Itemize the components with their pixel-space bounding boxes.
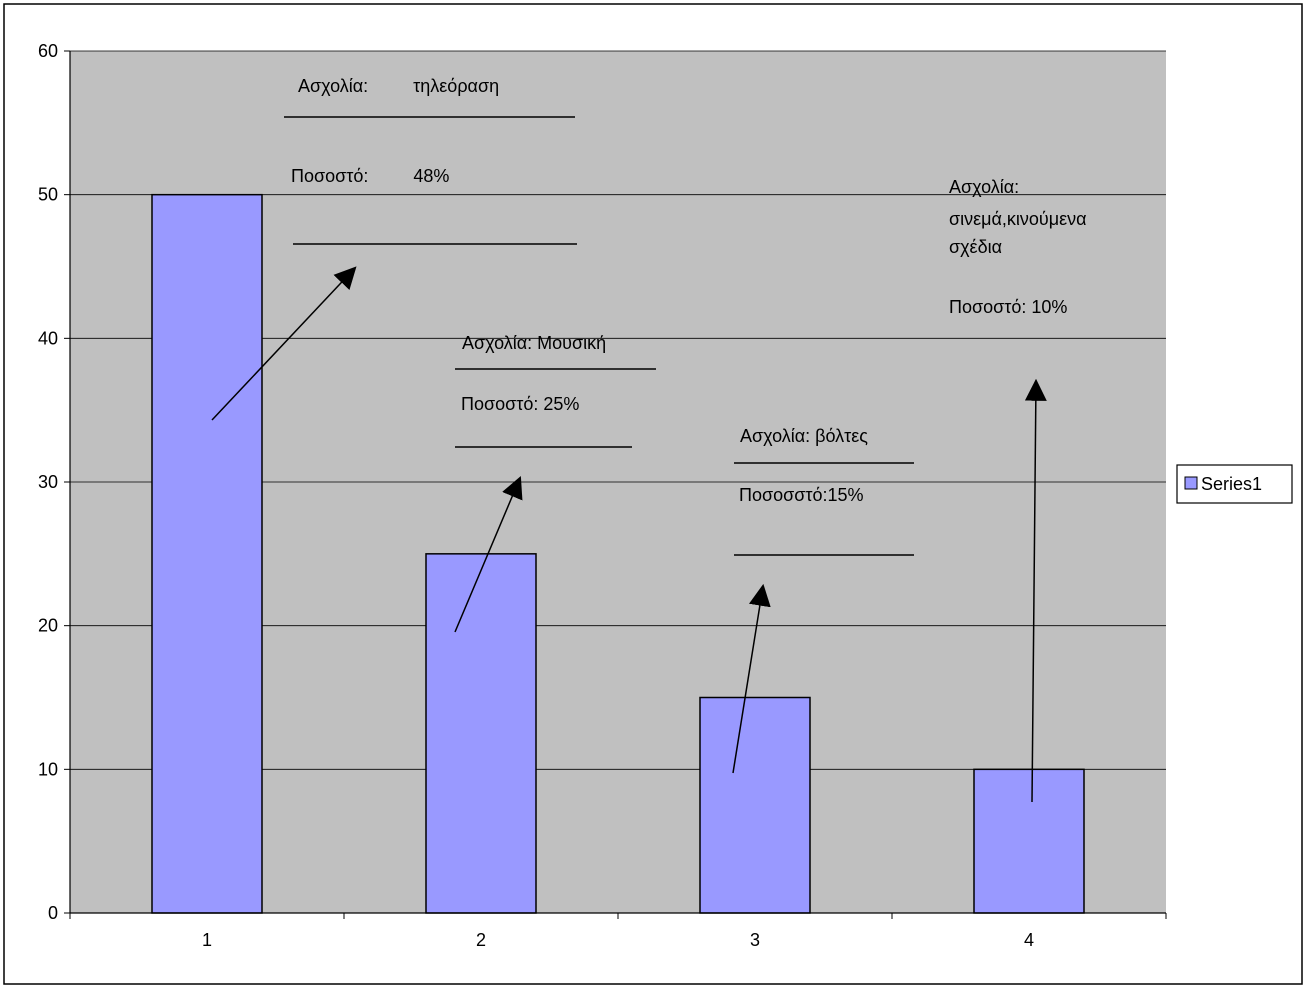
bar xyxy=(699,696,811,914)
annotation-music: Ασχολία: Μουσική Ποσοστό: 25% xyxy=(454,333,656,633)
annotation-text: Ποσοστό: 48% xyxy=(291,166,449,186)
bar xyxy=(151,193,263,914)
y-tick-label: 20 xyxy=(38,616,58,636)
legend: Series1 xyxy=(1176,464,1293,504)
annotation-text: Ποσοστό: 25% xyxy=(461,394,579,414)
annotation-arrow xyxy=(454,475,523,633)
annotation-darts: Ασχολία: βόλτες Ποσοσστό:15% xyxy=(732,426,914,774)
bar xyxy=(425,553,537,914)
annotation-text: σχέδια xyxy=(949,237,1002,257)
y-tick-label: 30 xyxy=(38,472,58,492)
annotation-arrow xyxy=(732,583,771,774)
annotation-text: Ασχολία: Μουσική xyxy=(462,333,606,353)
y-tick-label: 10 xyxy=(38,759,58,779)
annotation-text: Ασχολία: βόλτες xyxy=(740,426,868,446)
annotation-text: Ασχολία: τηλεόραση xyxy=(298,76,499,96)
annotation-cinema: Ασχολία: σινεμά,κινούμενα σχέδια Ποσοστό: 1… xyxy=(949,177,1087,803)
x-tick-label: 3 xyxy=(750,930,760,950)
annotation-arrow xyxy=(1024,378,1047,803)
x-tick-label: 4 xyxy=(1024,930,1034,950)
y-tick-label: 60 xyxy=(38,41,58,61)
bar xyxy=(973,768,1085,914)
annotation-tv: Ασχολία: τηλεόραση Ποσοστό: 48% xyxy=(211,76,577,421)
y-tick-label: 50 xyxy=(38,185,58,205)
annotation-text: Ασχολία: xyxy=(949,177,1019,197)
annotations: Ασχολία: τηλεόραση Ποσοστό: 48% Ασχολία: Μ… xyxy=(211,76,1087,803)
x-tick-label: 2 xyxy=(476,930,486,950)
annotation-arrow xyxy=(211,266,357,421)
x-tick-label: 1 xyxy=(202,930,212,950)
axes: 0 10 20 30 40 50 60 1 2 3 4 xyxy=(38,41,1167,950)
annotation-text: Ποσοστό: 10% xyxy=(949,297,1067,317)
legend-swatch xyxy=(1184,476,1198,490)
annotation-text: σινεμά,κινούμενα xyxy=(949,209,1087,229)
legend-label: Series1 xyxy=(1201,474,1262,494)
annotation-text: Ποσοσστό:15% xyxy=(739,485,864,505)
y-tick-label: 0 xyxy=(48,903,58,923)
y-tick-label: 40 xyxy=(38,328,58,348)
bars xyxy=(151,193,1085,914)
